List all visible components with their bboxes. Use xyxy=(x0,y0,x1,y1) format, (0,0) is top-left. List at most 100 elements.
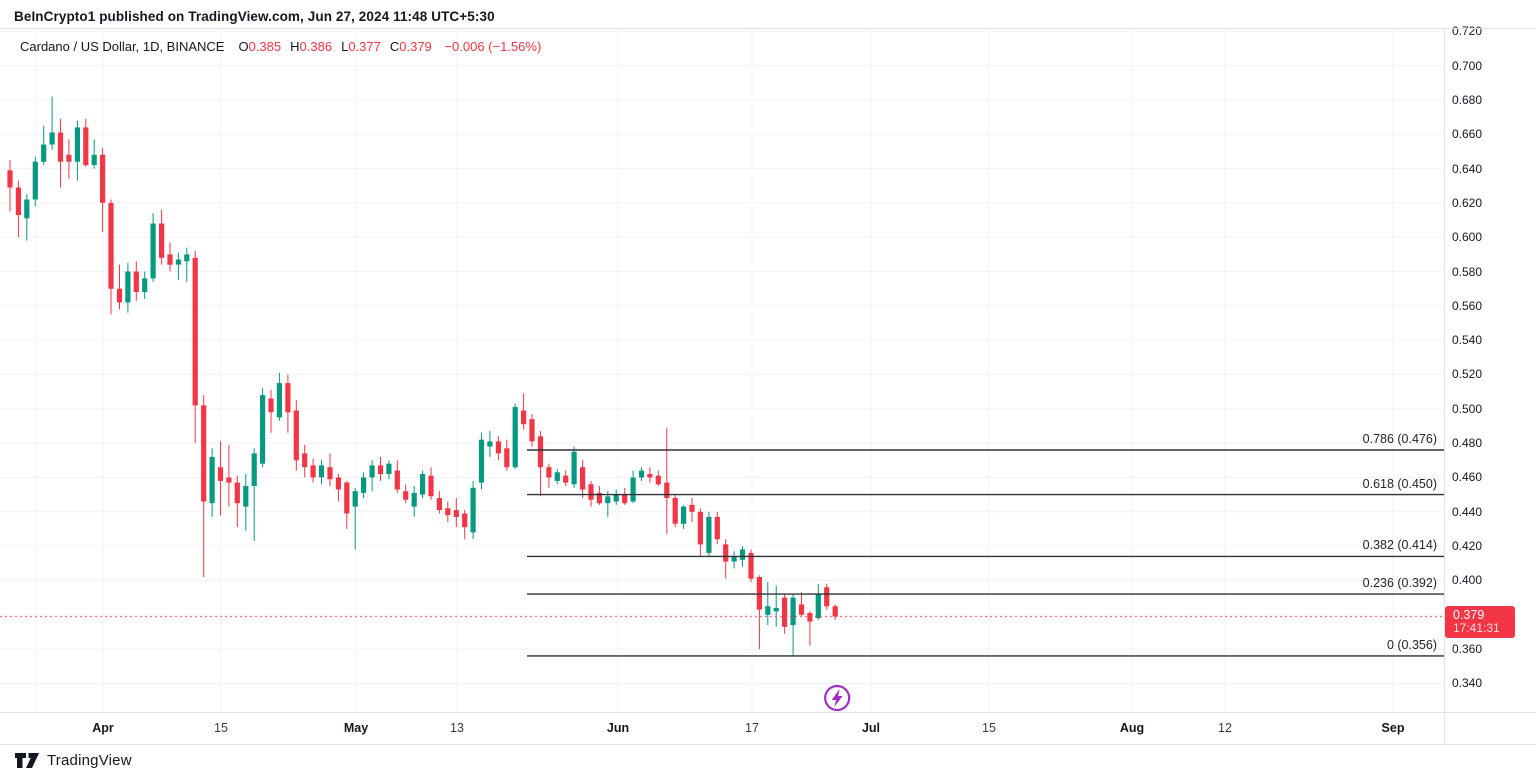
candle-2024-03-21 xyxy=(7,160,13,212)
candle-2024-03-31 xyxy=(91,139,97,169)
candle-2024-06-09 xyxy=(681,504,687,529)
candle-2024-05-14 xyxy=(462,510,468,540)
candle-2024-06-01 xyxy=(613,489,619,505)
price-axis-label: 0.420 xyxy=(1452,539,1483,554)
symbol-title[interactable]: Cardano / US Dollar, 1D, BINANCE xyxy=(20,39,225,54)
footer-branding[interactable]: TradingView xyxy=(14,752,132,769)
candle-2024-04-30 xyxy=(344,480,350,529)
candle-2024-05-29 xyxy=(588,480,594,507)
candle-2024-03-28 xyxy=(66,139,72,179)
candle-2024-04-20 xyxy=(260,388,266,468)
price-axis-label: 0.720 xyxy=(1452,24,1483,39)
price-axis-label: 0.680 xyxy=(1452,92,1483,107)
candle-2024-04-04 xyxy=(125,263,131,313)
time-axis-label: Aug xyxy=(1119,721,1145,735)
candle-2024-06-23 xyxy=(798,592,805,617)
candle-2024-05-03 xyxy=(369,460,375,492)
candle-2024-04-19 xyxy=(251,448,257,541)
candle-2024-06-17 xyxy=(748,549,754,583)
candle-2024-06-27 xyxy=(832,604,838,620)
bar-close-countdown: 17:41:31 xyxy=(1453,621,1500,635)
price-axis-label: 0.400 xyxy=(1452,573,1483,588)
legend-c-value: C0.379 xyxy=(389,39,432,54)
price-axis-label: 0.600 xyxy=(1452,230,1483,245)
candle-2024-04-26 xyxy=(310,458,316,483)
candle-2024-03-26 xyxy=(49,96,55,150)
fib-label-0.382: 0.382 (0.414) xyxy=(1362,538,1437,553)
attribution-text: BeInCrypto1 published on TradingView.com… xyxy=(14,9,495,24)
candle-2024-05-09 xyxy=(420,470,426,498)
candle-2024-04-27 xyxy=(318,460,325,485)
candle-2024-05-10 xyxy=(428,467,434,500)
time-axis-label: 15 xyxy=(214,721,228,735)
candle-2024-05-21 xyxy=(521,393,527,430)
candle-2024-05-23 xyxy=(537,431,544,497)
price-axis-label: 0.640 xyxy=(1452,161,1483,176)
widget-bottom-border xyxy=(0,744,1536,745)
candle-2024-06-03 xyxy=(630,470,636,504)
candle-2024-04-03 xyxy=(116,264,123,310)
candle-2024-04-02 xyxy=(108,199,114,315)
candle-2024-04-25 xyxy=(302,444,308,478)
price-axis-label: 0.700 xyxy=(1452,58,1483,73)
candle-2024-04-22 xyxy=(276,372,282,421)
candle-2024-04-23 xyxy=(285,374,291,433)
candle-2024-06-02 xyxy=(622,487,628,505)
candle-2024-05-04 xyxy=(377,456,384,481)
candle-2024-05-25 xyxy=(554,468,560,485)
time-axis-label: Jul xyxy=(861,721,881,735)
candle-2024-06-12 xyxy=(706,511,712,557)
candle-2024-03-23 xyxy=(24,194,30,241)
candle-2024-04-15 xyxy=(217,441,224,516)
candle-2024-05-12 xyxy=(445,501,451,523)
fib-label-0.618: 0.618 (0.450) xyxy=(1362,476,1437,491)
time-axis-label: 15 xyxy=(982,721,996,735)
time-axis-label: 13 xyxy=(450,721,464,735)
candle-2024-05-20 xyxy=(512,403,518,469)
candle-2024-06-13 xyxy=(714,511,720,545)
price-axis-label: 0.560 xyxy=(1452,298,1483,313)
lightning-marker-icon[interactable] xyxy=(824,684,851,712)
candle-2024-05-22 xyxy=(529,414,535,447)
tradingview-brand-text[interactable]: TradingView xyxy=(47,752,132,769)
price-change: −0.006 (−1.56%) xyxy=(444,39,542,54)
price-axis-label: 0.360 xyxy=(1452,642,1483,657)
candle-2024-05-11 xyxy=(436,491,442,514)
candle-2024-06-18 xyxy=(756,575,762,650)
candle-2024-06-05 xyxy=(647,467,653,483)
candle-2024-05-06 xyxy=(394,460,400,493)
candle-2024-04-12 xyxy=(192,250,198,444)
last-price-badge: 0.379 17:41:31 xyxy=(1445,606,1515,638)
candle-2024-03-22 xyxy=(15,180,21,238)
candle-2024-04-05 xyxy=(133,261,139,301)
candle-2024-03-29 xyxy=(74,120,80,181)
tradingview-logo-icon[interactable] xyxy=(14,752,40,769)
candle-2024-03-25 xyxy=(41,125,47,166)
candle-2024-06-25 xyxy=(815,583,821,620)
candle-2024-04-28 xyxy=(327,453,333,486)
candle-2024-05-17 xyxy=(487,431,493,457)
time-axis-label: May xyxy=(343,721,369,735)
candle-2024-05-30 xyxy=(596,486,602,505)
candle-2024-05-31 xyxy=(605,491,611,517)
time-axis-border xyxy=(0,712,1536,713)
candle-2024-05-16 xyxy=(478,432,485,490)
candle-2024-05-15 xyxy=(470,480,476,540)
candle-2024-06-22 xyxy=(790,594,796,656)
candle-2024-05-02 xyxy=(361,472,367,498)
candle-2024-05-13 xyxy=(453,498,459,528)
candle-2024-06-21 xyxy=(782,594,788,634)
candle-2024-05-07 xyxy=(403,484,409,504)
candle-2024-05-24 xyxy=(546,463,552,488)
candle-2024-04-14 xyxy=(209,448,215,517)
candle-2024-06-08 xyxy=(672,494,678,528)
candle-2024-06-10 xyxy=(689,498,695,523)
candle-2024-04-07 xyxy=(150,213,156,282)
candle-2024-05-01 xyxy=(352,487,358,550)
price-axis-label: 0.660 xyxy=(1452,127,1483,142)
time-axis-label: Jun xyxy=(606,721,630,735)
candle-2024-04-10 xyxy=(175,252,181,281)
symbol-legend[interactable]: Cardano / US Dollar, 1D, BINANCE O0.385 H0… xyxy=(20,39,541,54)
candle-2024-06-06 xyxy=(655,470,661,486)
